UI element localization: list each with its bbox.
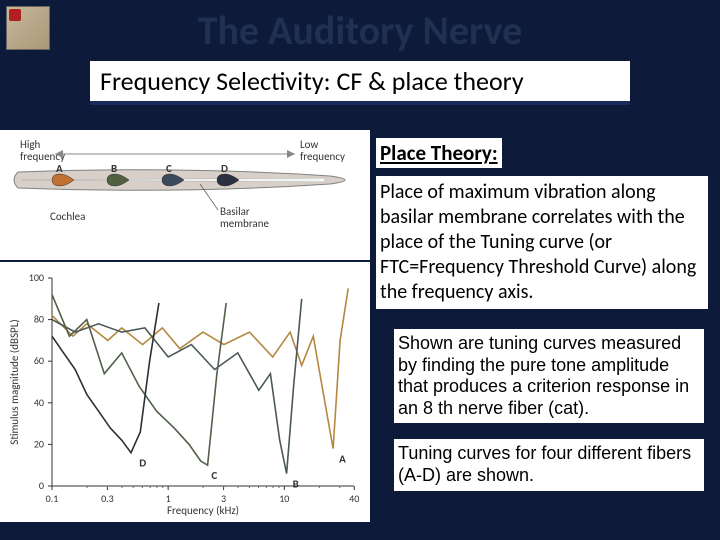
- svg-text:B: B: [111, 162, 117, 175]
- svg-text:0.1: 0.1: [46, 492, 59, 505]
- svg-text:40: 40: [34, 396, 44, 409]
- svg-text:0.3: 0.3: [101, 492, 114, 505]
- content-area: HighfrequencyLowfrequencyABCDCochleaBasi…: [0, 130, 720, 540]
- svg-text:40: 40: [349, 492, 359, 505]
- svg-text:frequency: frequency: [300, 150, 345, 163]
- logo-thumbnail: [6, 6, 50, 50]
- slide-subtitle: Frequency Selectivity: CF & place theory: [90, 61, 630, 105]
- svg-text:membrane: membrane: [220, 217, 269, 230]
- svg-text:20: 20: [34, 437, 44, 450]
- place-theory-heading: Place Theory:: [376, 138, 502, 168]
- cochlea-diagram: HighfrequencyLowfrequencyABCDCochleaBasi…: [0, 130, 370, 260]
- svg-text:100: 100: [29, 271, 44, 284]
- svg-text:A: A: [56, 162, 63, 175]
- svg-text:10: 10: [279, 492, 289, 505]
- place-theory-body: Place of maximum vibration along basilar…: [376, 176, 708, 309]
- svg-text:80: 80: [34, 313, 44, 326]
- caption-tuning-curves: Shown are tuning curves measured by find…: [394, 329, 704, 423]
- svg-text:Stimulus magnitude (dBSPL): Stimulus magnitude (dBSPL): [8, 319, 21, 444]
- svg-text:D: D: [139, 457, 146, 470]
- svg-text:B: B: [293, 478, 299, 491]
- svg-text:Frequency (kHz): Frequency (kHz): [167, 504, 239, 517]
- svg-text:0: 0: [39, 479, 44, 492]
- caption-fibers: Tuning curves for four different fibers …: [394, 439, 704, 490]
- svg-text:60: 60: [34, 354, 44, 367]
- svg-text:Cochlea: Cochlea: [50, 210, 85, 223]
- svg-text:A: A: [339, 453, 346, 466]
- svg-text:C: C: [166, 162, 172, 175]
- slide-title: The Auditory Nerve: [0, 0, 720, 55]
- svg-text:D: D: [221, 162, 228, 175]
- svg-text:C: C: [211, 469, 217, 482]
- tuning-curve-chart: 0204060801000.10.3131040Frequency (kHz)S…: [0, 262, 370, 522]
